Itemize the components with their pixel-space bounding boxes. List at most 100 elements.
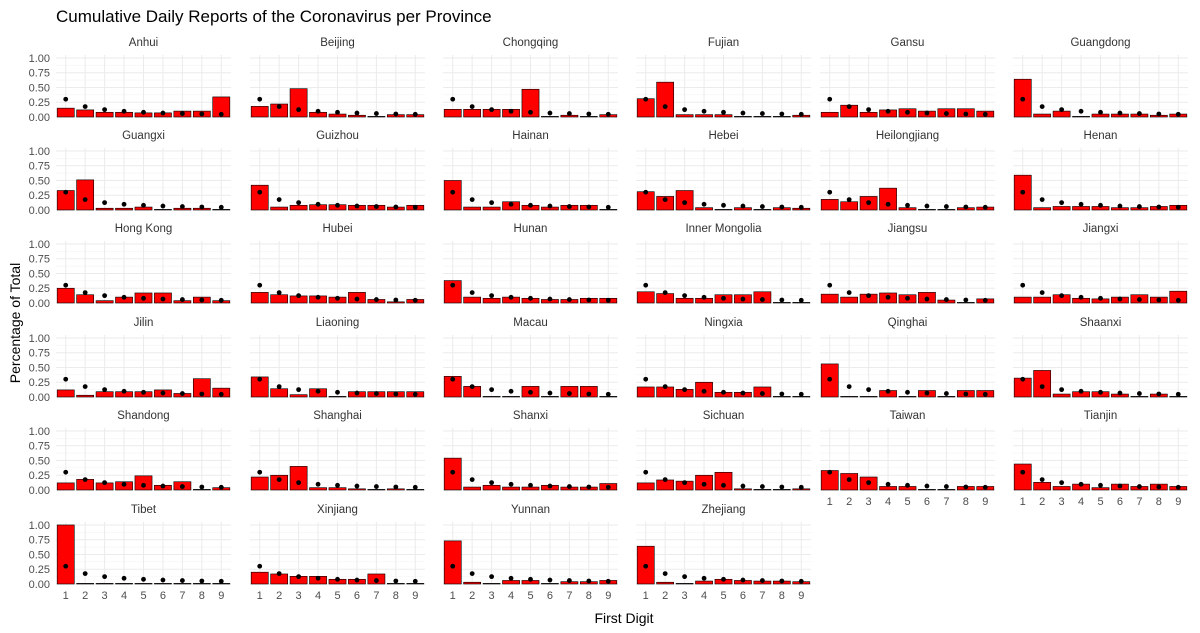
reference-point xyxy=(605,391,611,397)
y-tick-label: 0.75 xyxy=(29,348,50,360)
reference-point xyxy=(354,390,360,396)
panel-title: Guizhou xyxy=(316,130,359,142)
bar xyxy=(95,300,114,304)
x-tick-label: 8 xyxy=(779,590,785,602)
reference-point xyxy=(701,201,707,207)
bar xyxy=(250,571,269,585)
reference-point xyxy=(121,481,127,487)
reference-point xyxy=(779,391,785,397)
reference-point xyxy=(547,483,553,489)
reference-point xyxy=(905,202,910,208)
reference-point xyxy=(63,189,69,195)
reference-point xyxy=(373,111,379,116)
bar xyxy=(289,204,308,211)
reference-point xyxy=(586,578,592,584)
bar xyxy=(714,114,733,118)
reference-point xyxy=(682,200,688,206)
y-tick-label: 1.00 xyxy=(29,239,50,251)
reference-point xyxy=(354,577,360,583)
reference-point xyxy=(905,295,910,301)
reference-point xyxy=(798,297,804,303)
reference-point xyxy=(1117,110,1123,116)
reference-point xyxy=(827,96,833,102)
bar xyxy=(76,109,95,118)
reference-point xyxy=(218,391,224,397)
panel-title: Zhejiang xyxy=(701,504,745,516)
panel-chongqing: Chongqing xyxy=(443,37,618,118)
reference-point xyxy=(1039,104,1045,110)
y-tick-label: 0.00 xyxy=(29,112,50,124)
reference-point xyxy=(1098,389,1103,395)
x-tick-label: 9 xyxy=(605,590,611,602)
x-tick-label: 2 xyxy=(846,496,852,508)
reference-point xyxy=(721,576,726,582)
y-tick-label: 1.00 xyxy=(29,53,50,65)
reference-point xyxy=(160,483,166,489)
bar xyxy=(714,471,733,491)
reference-point xyxy=(257,96,263,102)
reference-point xyxy=(740,483,746,489)
reference-point xyxy=(924,110,930,116)
x-tick-label: 5 xyxy=(1097,496,1103,508)
x-tick-label: 8 xyxy=(393,590,399,602)
reference-point xyxy=(1175,111,1181,117)
reference-point xyxy=(1059,293,1065,299)
reference-point xyxy=(469,477,475,483)
reference-point xyxy=(412,391,418,397)
reference-point xyxy=(924,203,930,209)
bar xyxy=(56,107,75,118)
reference-point xyxy=(721,295,726,301)
bar xyxy=(328,396,347,398)
reference-point xyxy=(63,376,69,382)
reference-point xyxy=(885,388,891,394)
reference-point xyxy=(82,290,88,296)
bar xyxy=(95,111,114,118)
reference-point xyxy=(1117,296,1123,302)
bar xyxy=(76,179,95,211)
reference-point xyxy=(566,391,572,396)
bar xyxy=(115,207,133,211)
reference-point xyxy=(121,201,127,207)
bar xyxy=(1013,463,1032,491)
reference-point xyxy=(759,297,765,302)
bar xyxy=(348,488,366,491)
panel-guangxi: Guangxi 0.00 0.25 0.50 0.75 1.00 xyxy=(29,130,231,217)
reference-point xyxy=(296,293,302,299)
x-tick-label: 4 xyxy=(1078,496,1084,508)
reference-point xyxy=(566,297,572,302)
bar xyxy=(636,386,655,398)
reference-point xyxy=(701,388,707,394)
reference-point xyxy=(827,376,833,382)
reference-point xyxy=(296,107,302,113)
reference-point xyxy=(335,202,340,208)
x-tick-label: 6 xyxy=(160,590,166,602)
bar xyxy=(772,302,791,304)
panel-shanxi: Shanxi xyxy=(443,410,618,491)
reference-point xyxy=(662,571,668,577)
y-tick-label: 0.25 xyxy=(29,564,50,576)
x-tick-label: 8 xyxy=(199,590,205,602)
panel-guizhou: Guizhou xyxy=(250,130,425,211)
reference-point xyxy=(82,197,88,203)
reference-point xyxy=(141,389,146,395)
panel-title: Xinjiang xyxy=(317,504,358,516)
reference-point xyxy=(179,578,185,583)
panel-hubei: Hubei xyxy=(250,223,425,304)
reference-point xyxy=(1020,96,1026,102)
bar xyxy=(289,394,308,398)
reference-point xyxy=(179,391,185,396)
reference-point xyxy=(1039,384,1045,390)
panel-title: Shanxi xyxy=(513,410,548,422)
reference-point xyxy=(335,482,340,488)
reference-point xyxy=(1156,204,1162,210)
reference-point xyxy=(489,107,495,113)
reference-point xyxy=(121,388,127,394)
panel-jilin: Jilin 0.00 0.25 0.50 0.75 1.00 xyxy=(29,317,231,404)
bar xyxy=(772,396,791,398)
bar xyxy=(482,396,501,398)
reference-point xyxy=(1117,483,1123,489)
reference-point xyxy=(605,484,611,490)
reference-point xyxy=(963,484,969,490)
reference-point xyxy=(199,204,205,210)
